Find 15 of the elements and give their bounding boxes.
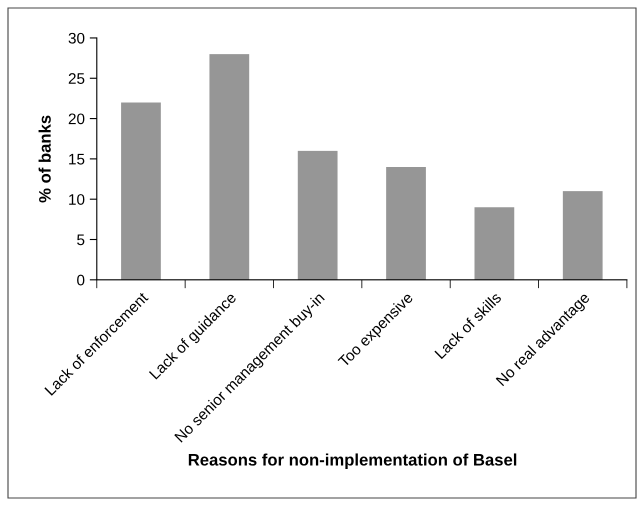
bar — [209, 54, 250, 280]
bar — [562, 191, 603, 280]
bar — [474, 207, 514, 280]
y-tick-label: 30 — [68, 32, 84, 44]
bar — [298, 150, 338, 280]
bar — [386, 166, 426, 280]
y-tick-label: 10 — [69, 194, 84, 205]
y-axis-title: % of banks — [38, 116, 51, 202]
y-tick-label: 25 — [68, 73, 84, 84]
x-axis-title: Reasons for non-implementation of Basel — [188, 453, 516, 469]
y-tick-label: 5 — [77, 234, 84, 246]
y-tick-label: 20 — [68, 113, 84, 124]
y-tick-label: 15 — [69, 154, 84, 165]
y-tick-label: 0 — [77, 274, 84, 286]
bar — [121, 102, 161, 280]
